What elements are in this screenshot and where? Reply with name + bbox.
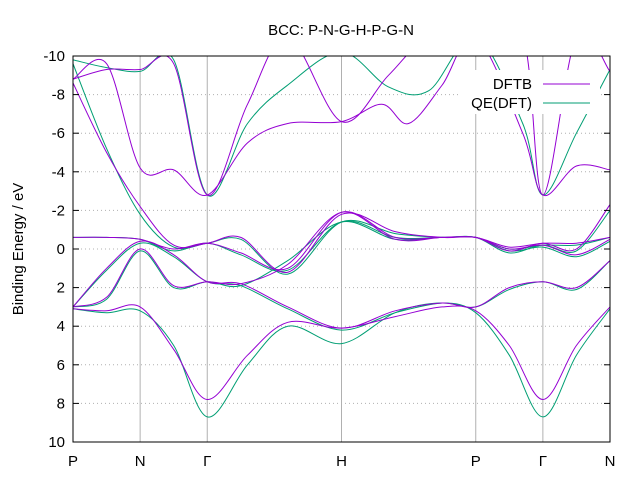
band-line-4 <box>73 211 610 271</box>
y-tick-label: 2 <box>57 280 65 297</box>
y-tick-label: 4 <box>57 318 65 335</box>
band-line-5 <box>73 82 610 273</box>
y-tick-label: 0 <box>57 241 65 258</box>
band-line-5 <box>73 63 610 275</box>
y-axis-label: Binding Energy / eV <box>10 183 27 316</box>
x-tick-label: P <box>471 453 481 470</box>
x-tick-label: N <box>135 453 146 470</box>
chart-legend: DFTB QE(DFT) <box>460 70 600 114</box>
y-tick-label: -6 <box>52 125 65 142</box>
x-tick-label: H <box>336 453 347 470</box>
series-dftb <box>73 56 610 401</box>
legend-label: QE(DFT) <box>471 95 532 112</box>
x-tick-label: Γ <box>539 453 547 470</box>
y-tick-label: 6 <box>57 357 65 374</box>
band-line-7 <box>73 56 610 196</box>
y-tick-label: -2 <box>52 202 65 219</box>
legend-label: DFTB <box>493 76 532 93</box>
y-tick-label: 8 <box>57 395 65 412</box>
y-tick-label: -4 <box>52 164 65 181</box>
x-tick-label: N <box>605 453 616 470</box>
x-tick-label: Γ <box>203 453 211 470</box>
y-tick-label: -8 <box>52 87 65 104</box>
y-tick-label: 10 <box>48 434 65 451</box>
grid-layer <box>73 56 610 442</box>
x-tick-label: P <box>68 453 78 470</box>
y-tick-label: -10 <box>43 48 65 65</box>
chart-title: BCC: P-N-G-H-P-G-N <box>268 22 414 39</box>
band-line-6 <box>73 56 610 196</box>
legend-background <box>460 70 600 114</box>
series-layer <box>73 56 610 418</box>
